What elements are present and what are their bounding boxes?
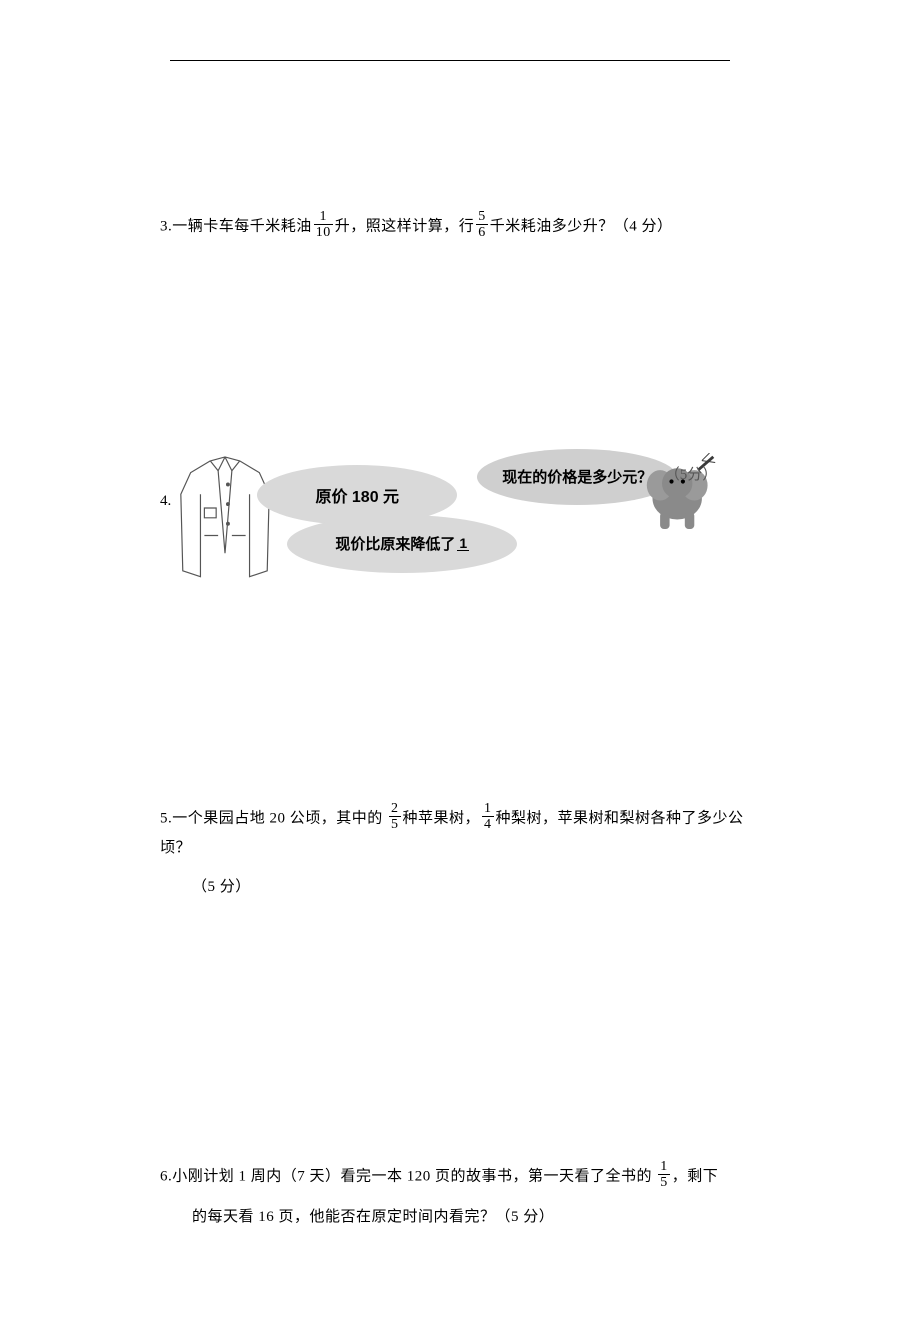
q6-pre: 小刚计划 1 周内（7 天）看完一本 120 页的故事书，第一天看了全书的 — [172, 1168, 656, 1184]
worksheet-page: 3.一辆卡车每千米耗油110升，照这样计算，行56千米耗油多少升？（4 分） 4… — [0, 0, 920, 1331]
question-6: 6.小刚计划 1 周内（7 天）看完一本 120 页的故事书，第一天看了全书的 … — [160, 1161, 760, 1232]
q4-scene: 原价 180 元 现在的价格是多少元？ 现价比原来降低了 1 — [177, 453, 677, 583]
q3-frac2: 56 — [476, 209, 488, 241]
q3-number: 3. — [160, 218, 172, 234]
q5-fracB: 14 — [482, 801, 494, 833]
q5-mid: 种苹果树， — [403, 810, 481, 826]
q4-bubble-discount: 现价比原来降低了 1 — [287, 515, 517, 573]
q4-score: （5分） — [665, 463, 718, 484]
question-5: 5.一个果园占地 20 公顷，其中的 25种苹果树，14种梨树，苹果树和梨树各种… — [160, 803, 760, 901]
q4-number: 4. — [160, 453, 171, 510]
jacket-icon — [171, 455, 279, 583]
q6-frac: 15 — [658, 1159, 670, 1191]
q3-pre: 一辆卡车每千米耗油 — [172, 218, 312, 234]
q5-fracA: 25 — [389, 801, 401, 833]
q6-line2: 的每天看 16 页，他能否在原定时间内看完？（5 分） — [160, 1204, 760, 1231]
q6-post: ，剩下 — [672, 1168, 719, 1184]
header-rule — [170, 60, 730, 61]
q5-pre: 一个果园占地 20 公顷，其中的 — [172, 810, 387, 826]
q4-discount-fraction: 1 — [457, 536, 469, 551]
q6-number: 6. — [160, 1168, 172, 1184]
q3-post: 千米耗油多少升？（4 分） — [490, 218, 673, 234]
q3-mid: 升，照这样计算，行 — [335, 218, 475, 234]
q5-score: （5 分） — [160, 874, 760, 901]
question-3: 3.一辆卡车每千米耗油110升，照这样计算，行56千米耗油多少升？（4 分） — [160, 211, 760, 243]
q5-number: 5. — [160, 810, 172, 826]
question-4: 4. 原价 180 元 现在的价格是多少元？ 现价比原来降低了 — [160, 453, 760, 583]
q3-frac1: 110 — [314, 209, 333, 241]
